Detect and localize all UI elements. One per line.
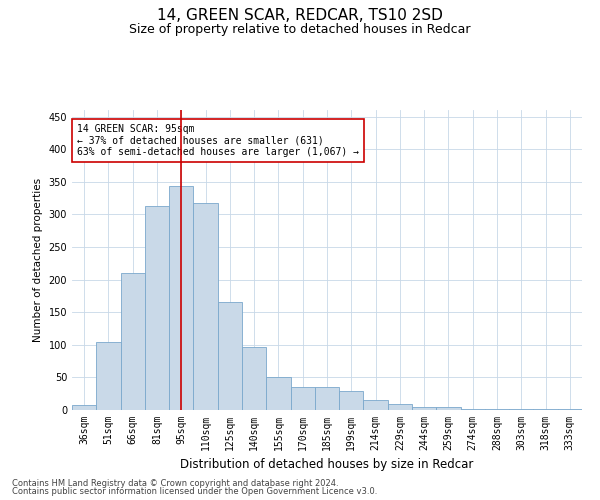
Bar [364,400,388,410]
Bar [72,406,96,410]
Bar [290,386,315,410]
Bar [412,406,436,410]
Bar [218,302,242,410]
Text: Contains HM Land Registry data © Crown copyright and database right 2024.: Contains HM Land Registry data © Crown c… [12,478,338,488]
Y-axis label: Number of detached properties: Number of detached properties [33,178,43,342]
Bar [315,386,339,410]
Bar [193,204,218,410]
Bar [169,186,193,410]
Bar [436,408,461,410]
Bar [242,346,266,410]
Bar [461,408,485,410]
Bar [388,404,412,410]
Text: Contains public sector information licensed under the Open Government Licence v3: Contains public sector information licen… [12,487,377,496]
Text: 14, GREEN SCAR, REDCAR, TS10 2SD: 14, GREEN SCAR, REDCAR, TS10 2SD [157,8,443,22]
X-axis label: Distribution of detached houses by size in Redcar: Distribution of detached houses by size … [181,458,473,471]
Text: 14 GREEN SCAR: 95sqm
← 37% of detached houses are smaller (631)
63% of semi-deta: 14 GREEN SCAR: 95sqm ← 37% of detached h… [77,124,359,156]
Bar [121,273,145,410]
Bar [266,378,290,410]
Bar [339,391,364,410]
Bar [96,342,121,410]
Text: Size of property relative to detached houses in Redcar: Size of property relative to detached ho… [129,22,471,36]
Bar [145,206,169,410]
